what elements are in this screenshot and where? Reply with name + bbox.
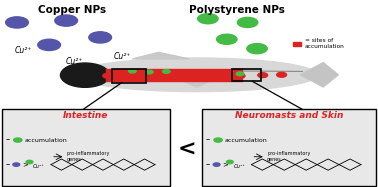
Circle shape xyxy=(146,70,153,74)
Text: Cu²⁺: Cu²⁺ xyxy=(234,164,245,169)
Text: >: > xyxy=(22,162,28,168)
Circle shape xyxy=(212,75,222,79)
Circle shape xyxy=(55,15,77,26)
Text: Copper NPs: Copper NPs xyxy=(38,5,106,15)
Text: Cu²⁺: Cu²⁺ xyxy=(15,46,33,55)
Circle shape xyxy=(217,34,237,44)
Text: pro-inflammatory
genes: pro-inflammatory genes xyxy=(267,151,311,162)
Text: –: – xyxy=(206,160,210,169)
Circle shape xyxy=(178,75,188,80)
Polygon shape xyxy=(132,52,189,59)
Circle shape xyxy=(195,75,205,80)
Text: Cu²⁺: Cu²⁺ xyxy=(66,57,84,66)
Polygon shape xyxy=(181,80,212,87)
Circle shape xyxy=(89,32,112,43)
Text: Intestine: Intestine xyxy=(63,111,109,120)
Circle shape xyxy=(163,70,170,73)
Circle shape xyxy=(213,163,220,166)
Circle shape xyxy=(103,73,113,78)
Circle shape xyxy=(277,72,287,77)
Text: accumulation: accumulation xyxy=(25,138,67,142)
Text: Cu²⁺: Cu²⁺ xyxy=(33,164,45,169)
Circle shape xyxy=(6,17,28,28)
Text: Neuromasts and Skin: Neuromasts and Skin xyxy=(235,111,343,120)
Circle shape xyxy=(235,73,245,78)
Text: >: > xyxy=(222,162,228,168)
Ellipse shape xyxy=(76,58,318,92)
Circle shape xyxy=(198,14,218,24)
Circle shape xyxy=(122,75,132,79)
Circle shape xyxy=(236,72,244,76)
Circle shape xyxy=(13,163,20,166)
Circle shape xyxy=(60,63,110,87)
Circle shape xyxy=(129,69,136,73)
Circle shape xyxy=(26,160,33,164)
Text: Cu²⁺: Cu²⁺ xyxy=(113,52,131,61)
Text: –: – xyxy=(206,136,210,145)
Polygon shape xyxy=(301,63,338,87)
Circle shape xyxy=(214,138,222,142)
Circle shape xyxy=(141,75,150,80)
Bar xyxy=(293,42,301,46)
Polygon shape xyxy=(121,75,151,82)
Text: –: – xyxy=(6,136,10,145)
Circle shape xyxy=(247,44,267,54)
Circle shape xyxy=(14,138,22,142)
Circle shape xyxy=(258,73,268,78)
Circle shape xyxy=(226,160,233,164)
FancyBboxPatch shape xyxy=(2,109,170,186)
FancyBboxPatch shape xyxy=(202,109,376,186)
Text: Polystyrene NPs: Polystyrene NPs xyxy=(189,5,285,15)
Bar xyxy=(112,69,146,83)
Circle shape xyxy=(38,39,60,50)
Bar xyxy=(232,69,261,81)
Text: pro-inflammatory
genes: pro-inflammatory genes xyxy=(67,151,110,162)
Circle shape xyxy=(160,75,169,80)
Text: –: – xyxy=(6,160,10,169)
Text: accumulation: accumulation xyxy=(225,138,268,142)
Text: <: < xyxy=(178,140,197,160)
Text: = sites of
accumulation: = sites of accumulation xyxy=(305,38,345,49)
Circle shape xyxy=(237,17,258,27)
